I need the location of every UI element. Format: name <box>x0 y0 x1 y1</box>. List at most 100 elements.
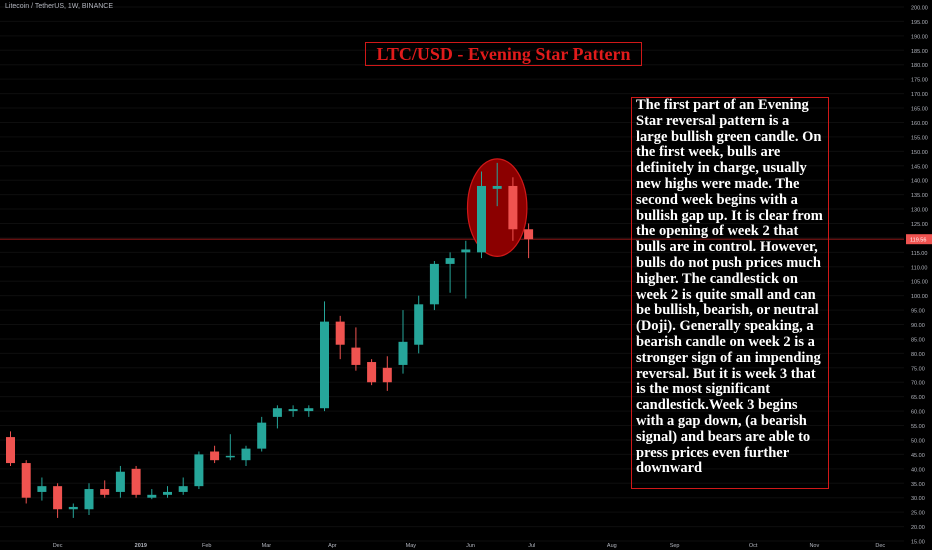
candle-body <box>53 486 63 510</box>
price-tick-label: 145.00 <box>911 164 928 170</box>
candle-body <box>21 463 31 498</box>
price-tick-label: 170.00 <box>911 92 928 98</box>
price-tick-label: 65.00 <box>911 395 925 401</box>
candle <box>320 301 329 412</box>
price-tick-label: 100.00 <box>911 294 928 300</box>
candle-body <box>147 494 157 498</box>
candle-body <box>382 367 392 383</box>
candle-body <box>524 229 534 240</box>
price-tick-label: 140.00 <box>911 179 928 185</box>
candle-body <box>37 486 47 492</box>
price-tick-label: 175.00 <box>911 78 928 84</box>
price-tick-label: 45.00 <box>911 453 925 459</box>
candle <box>194 451 204 490</box>
price-tick-label: 130.00 <box>911 208 928 214</box>
candle <box>131 465 141 498</box>
grid-lines <box>0 6 904 542</box>
price-tick-label: 125.00 <box>911 222 928 228</box>
candles <box>6 162 534 518</box>
candle <box>210 445 220 464</box>
time-tick-label: Dec <box>53 543 63 549</box>
chart-title: LTC/USD - Evening Star Pattern <box>365 42 642 66</box>
candle-body <box>178 486 188 492</box>
candle <box>147 489 157 500</box>
price-tick-label: 15.00 <box>911 540 925 546</box>
candle <box>429 261 439 311</box>
candle-body <box>100 489 110 495</box>
price-tick-label: 115.00 <box>911 251 927 257</box>
time-tick-label: Jul <box>528 543 535 549</box>
candle <box>508 177 518 241</box>
candle <box>382 356 392 391</box>
candle <box>335 315 345 360</box>
candle <box>304 405 314 417</box>
annotation-text: The first part of an Evening Star revers… <box>631 97 829 489</box>
time-tick-label: 2019 <box>135 543 147 549</box>
candle <box>21 460 31 504</box>
candle-body <box>288 409 298 412</box>
candle <box>37 477 47 501</box>
price-tick-label: 190.00 <box>911 34 928 40</box>
candle <box>84 483 94 516</box>
candle-body <box>477 185 486 253</box>
candle-body <box>68 506 78 510</box>
candle <box>68 503 78 518</box>
price-tick-label: 105.00 <box>911 280 928 286</box>
candle <box>6 431 15 466</box>
candle-body <box>508 185 518 230</box>
last-price-tag <box>906 234 932 245</box>
price-tick-label: 60.00 <box>911 410 925 416</box>
price-tick-label: 30.00 <box>911 496 925 502</box>
candle-body <box>398 341 408 365</box>
time-tick-label: Dec <box>875 543 885 549</box>
candle-body <box>163 491 172 495</box>
price-axis: 15.00 20.00 25.00 30.00 35.00 40.00 45.00 50.00… <box>904 0 932 550</box>
symbol-title: Litecoin / TetherUS, 1W, BINANCE <box>5 3 114 10</box>
price-tick-label: 200.00 <box>911 6 928 12</box>
candle-body <box>225 455 235 458</box>
time-tick-label: Apr <box>328 543 337 549</box>
candle-body <box>461 249 471 253</box>
price-tick-label: 185.00 <box>911 49 928 55</box>
price-axis-bg <box>904 0 932 550</box>
candle-body <box>131 468 141 495</box>
candle-body <box>6 437 15 464</box>
candle <box>367 359 377 386</box>
candle <box>492 162 502 207</box>
last-price-label: 119.56 <box>910 238 926 244</box>
price-tick-label: 95.00 <box>911 309 925 315</box>
candle-body <box>335 321 345 345</box>
time-tick-label: Oct <box>749 543 758 549</box>
candle <box>461 240 471 299</box>
candle <box>53 483 63 518</box>
candle <box>288 405 298 417</box>
candle <box>477 171 486 259</box>
candle <box>524 223 534 259</box>
candle <box>100 480 110 498</box>
candle-body <box>445 258 455 264</box>
price-tick-label: 75.00 <box>911 366 925 372</box>
time-tick-label: Mar <box>262 543 272 549</box>
price-tick-label: 40.00 <box>911 467 925 473</box>
price-tick-label: 55.00 <box>911 424 925 430</box>
price-tick-label: 80.00 <box>911 352 925 358</box>
candle-body <box>272 408 282 417</box>
candle-body <box>492 185 502 189</box>
price-tick-label: 25.00 <box>911 511 925 517</box>
candle <box>115 465 125 498</box>
candle <box>414 295 424 354</box>
time-tick-label: Aug <box>607 543 617 549</box>
price-tick-label: 155.00 <box>911 135 928 141</box>
price-tick-label: 150.00 <box>911 150 928 156</box>
candle-body <box>115 471 125 492</box>
price-tick-label: 90.00 <box>911 323 925 329</box>
candle-body <box>304 408 314 412</box>
candle <box>272 405 282 429</box>
candle-body <box>367 362 377 383</box>
time-tick-label: Nov <box>809 543 819 549</box>
price-tick-label: 20.00 <box>911 525 925 531</box>
candle <box>241 445 251 466</box>
price-tick-label: 70.00 <box>911 381 925 387</box>
candle-body <box>210 451 220 461</box>
